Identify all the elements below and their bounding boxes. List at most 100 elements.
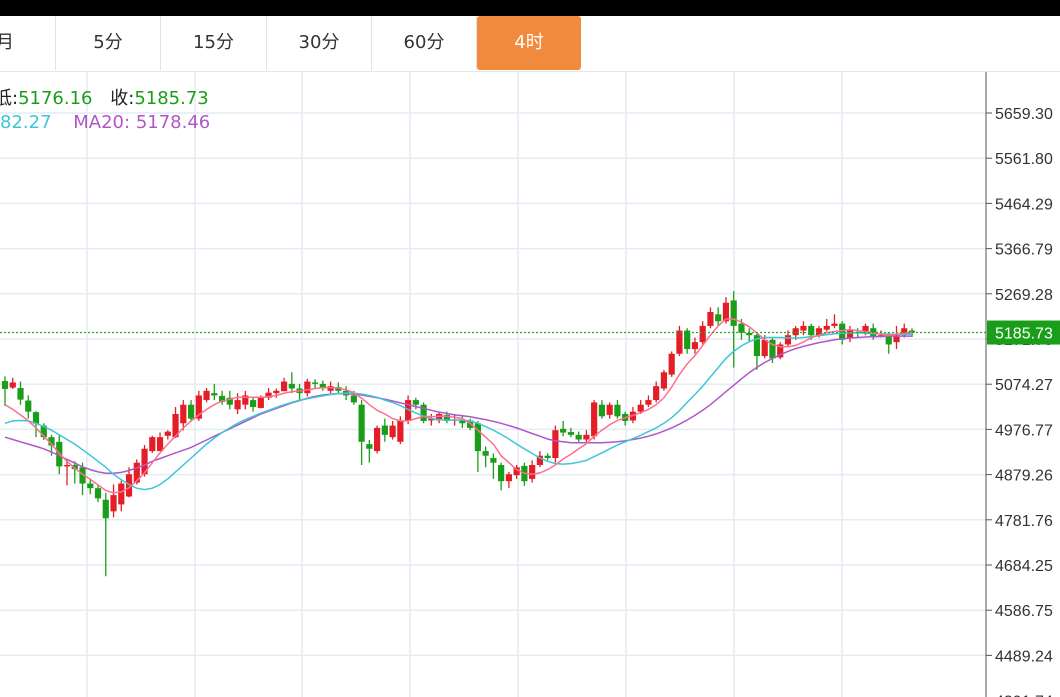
tab-15min[interactable]: 15分 <box>161 16 267 70</box>
tab-month[interactable]: 月 <box>0 16 56 70</box>
candle-body <box>319 383 326 389</box>
axis-tick-label: 5269.28 <box>995 287 1053 304</box>
candle <box>606 402 613 419</box>
candle-body <box>257 397 264 408</box>
candle <box>102 492 109 577</box>
candle <box>591 400 598 440</box>
candle <box>544 453 551 461</box>
candle <box>668 351 675 377</box>
legend-ma10-value: 82.27 <box>0 112 52 133</box>
candle-body <box>141 448 148 475</box>
axis-tick-label: 4879.26 <box>995 468 1053 485</box>
candle-body <box>164 431 171 436</box>
price-label-box <box>987 320 1060 345</box>
axis-tick-label: 4489.24 <box>995 648 1053 665</box>
ma-short-line <box>4 318 913 494</box>
candle-body <box>839 323 846 340</box>
candle-body <box>71 464 78 470</box>
candle-body <box>513 467 520 476</box>
candle <box>645 395 652 408</box>
candle-body <box>156 437 164 452</box>
candle-body <box>265 392 272 398</box>
tab-5min[interactable]: 5分 <box>56 16 161 70</box>
candle-body <box>738 323 745 333</box>
candle-body <box>846 330 854 338</box>
candle <box>242 390 249 410</box>
candle <box>831 314 838 329</box>
candle <box>490 453 497 479</box>
legend-low-label: 低: <box>0 88 19 109</box>
candle-body <box>699 325 706 343</box>
candle <box>180 400 187 431</box>
candle-body <box>544 455 551 459</box>
candle <box>567 427 575 438</box>
candle-body <box>591 402 598 437</box>
axis-tick-label: 5659.30 <box>995 106 1053 123</box>
candle <box>746 328 753 343</box>
candle-body <box>63 464 71 467</box>
candle-body <box>350 395 357 403</box>
candle-body <box>653 386 660 401</box>
candle-body <box>691 342 699 350</box>
candle <box>505 471 512 489</box>
candle <box>288 372 295 394</box>
candle-body <box>722 302 730 322</box>
ma10-line <box>4 332 912 491</box>
candle-body <box>118 483 125 505</box>
candle <box>319 380 326 391</box>
candle-body <box>529 464 536 479</box>
candle-body <box>482 451 489 456</box>
candle <box>304 378 311 397</box>
candle-body <box>428 418 435 421</box>
candle-body <box>234 400 241 410</box>
candle <box>63 459 71 486</box>
candle <box>536 451 543 468</box>
candle <box>110 484 117 518</box>
candle <box>32 411 40 438</box>
candle-body <box>79 467 86 484</box>
candle-body <box>249 400 257 408</box>
candle <box>226 390 233 410</box>
candle-body <box>777 344 784 358</box>
candle <box>420 402 427 424</box>
candle <box>715 307 722 326</box>
candle-body <box>498 464 505 482</box>
candle <box>149 435 156 453</box>
timeframe-tabbar: 月 5分 15分 30分 60分 4时 <box>0 16 1060 72</box>
candle-body <box>800 325 807 331</box>
candle <box>893 325 900 350</box>
candle-body <box>784 335 792 345</box>
candle-body <box>242 395 249 405</box>
candle-body <box>374 427 381 452</box>
candle <box>699 321 706 345</box>
candle-body <box>133 462 140 483</box>
candle <box>1 376 9 407</box>
candle-body <box>684 330 691 350</box>
candle-body <box>381 425 388 435</box>
candle <box>172 407 179 439</box>
candle <box>676 325 683 357</box>
legend-close-value: 5185.73 <box>134 88 209 109</box>
candle-body <box>862 325 869 333</box>
tab-4hour[interactable]: 4时 <box>477 16 581 70</box>
candle-body <box>94 488 102 499</box>
candle-body <box>25 400 32 412</box>
candle-body <box>761 339 768 357</box>
candle <box>777 342 784 360</box>
candle-body <box>32 412 40 424</box>
tab-60min[interactable]: 60分 <box>372 16 477 70</box>
candles-layer <box>1 291 916 577</box>
candle <box>118 480 125 512</box>
candle-body <box>172 413 179 438</box>
candle-body <box>358 404 365 442</box>
candle-body <box>707 312 714 326</box>
candle-body <box>327 386 334 391</box>
candle-body <box>420 404 427 421</box>
tab-30min[interactable]: 30分 <box>267 16 372 70</box>
top-black-bar <box>0 0 1060 16</box>
candle-body <box>226 397 233 405</box>
candle <box>691 337 699 354</box>
candle-body <box>180 404 187 424</box>
candle <box>436 411 443 424</box>
